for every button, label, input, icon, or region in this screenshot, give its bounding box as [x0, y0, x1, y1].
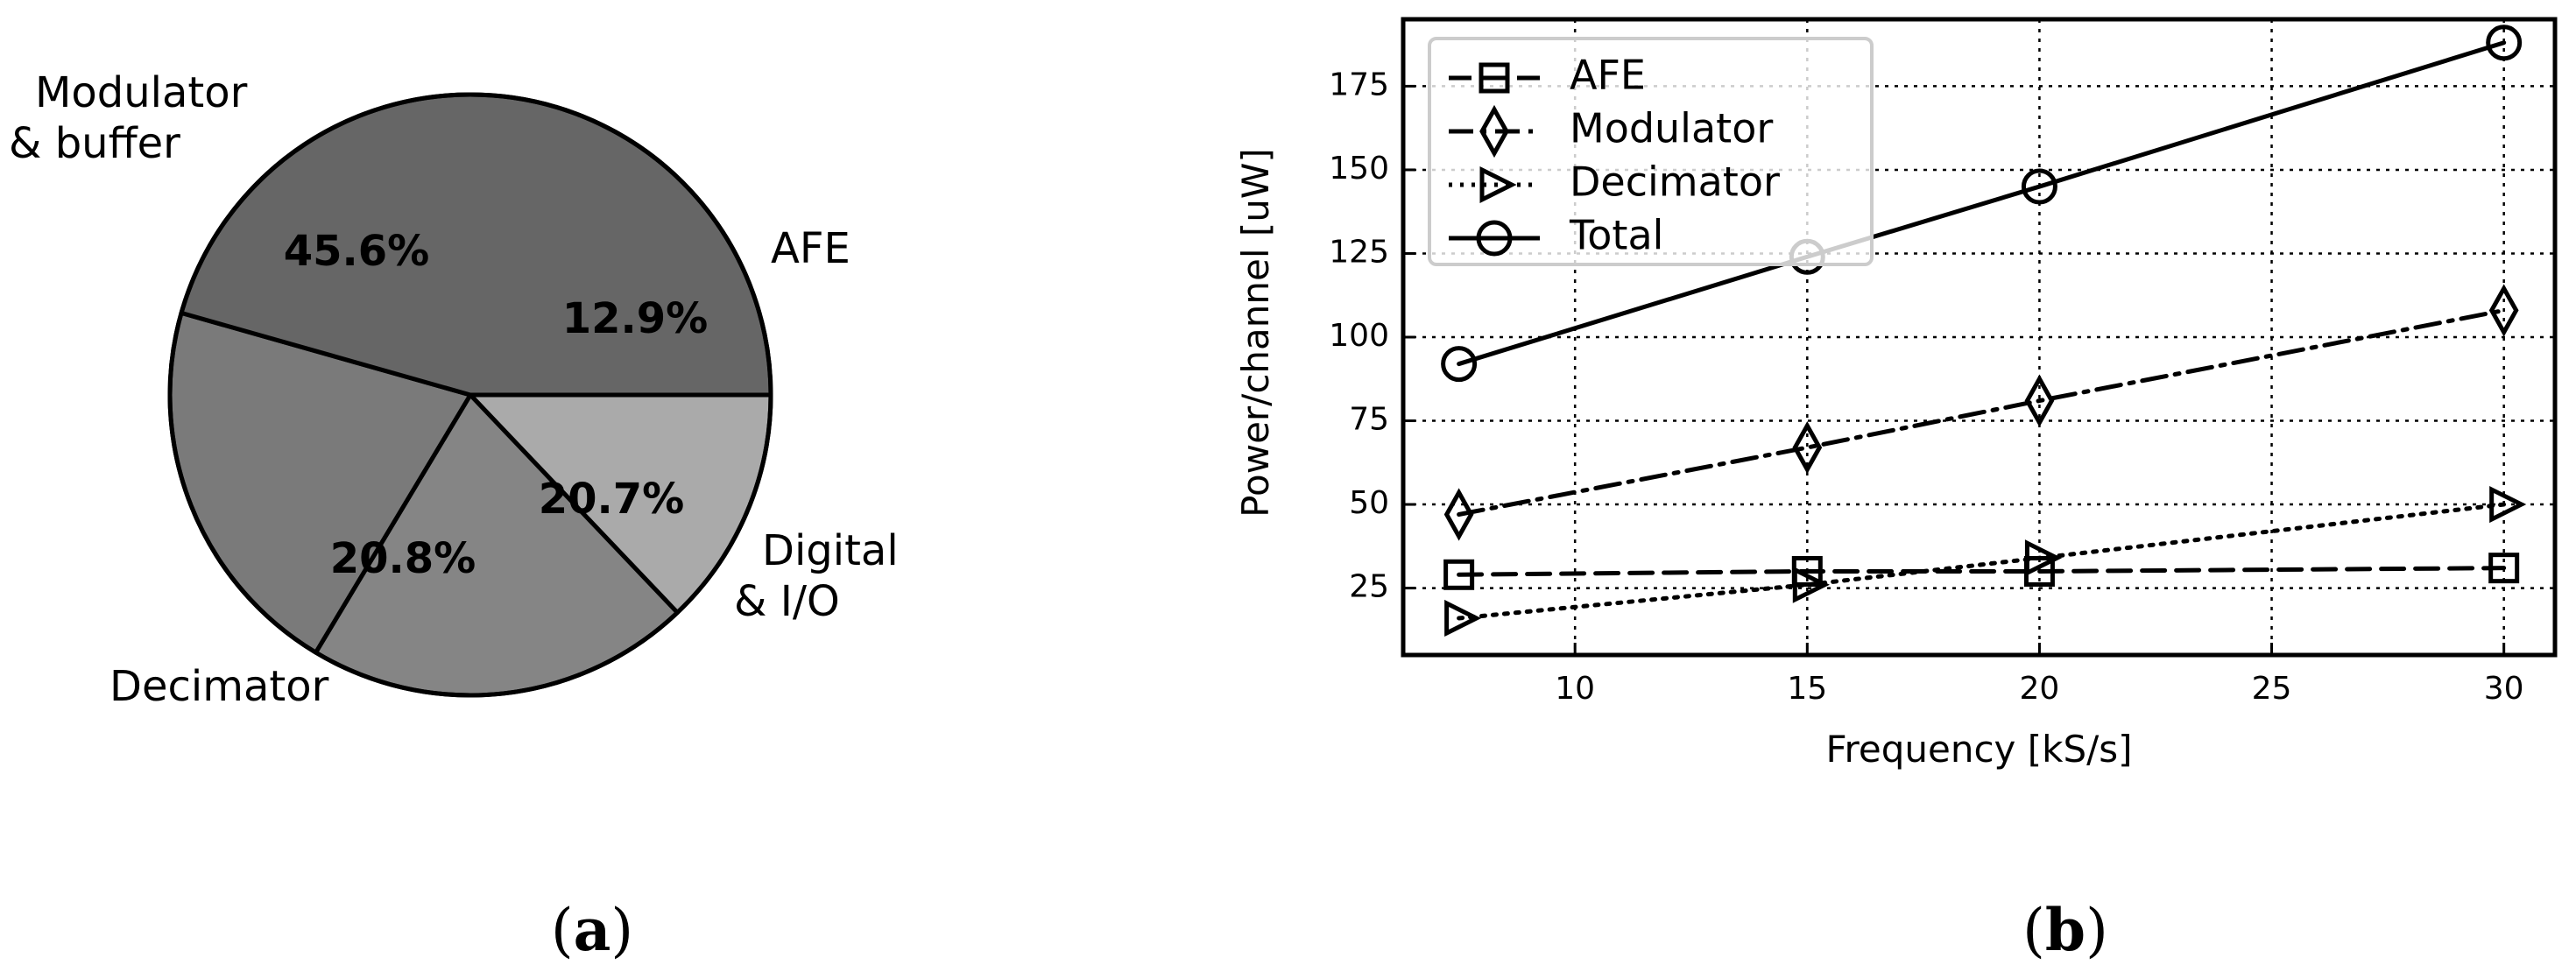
legend-marker-modulator	[1479, 104, 1509, 158]
pie-pct-label-decimator: 20.8%	[330, 534, 476, 583]
legend-box	[1428, 37, 1874, 266]
y-tick-label: 125	[1329, 234, 1389, 270]
series-line-afe	[1457, 566, 2507, 577]
pie-slices	[167, 92, 773, 698]
y-tick-label: 75	[1349, 402, 1389, 438]
data-point-total	[2021, 168, 2057, 205]
data-point-decimator	[2024, 539, 2063, 577]
data-point-modulator	[2024, 374, 2055, 427]
legend-item-afe: AFE	[1449, 52, 1646, 99]
x-axis-label: Frequency [kS/s]	[1825, 728, 2132, 771]
data-point-decimator	[1792, 566, 1830, 603]
axis-ticks: 10 15 20 25 30 25 50 75 100 125 150 175	[1329, 67, 2523, 707]
pie-slice-label-decimator: Decimator	[109, 662, 329, 711]
x-tick-label: 30	[2484, 671, 2524, 707]
legend-label-total: Total	[1569, 212, 1663, 259]
pie-slice-edges	[167, 92, 773, 698]
data-point-modulator	[1443, 488, 1474, 541]
x-tick-label: 10	[1555, 671, 1595, 707]
legend-item-total: Total	[1449, 212, 1663, 259]
data-point-modulator	[1792, 420, 1823, 475]
pie-outline	[167, 92, 773, 698]
pie-slice-label-afe: AFE	[771, 224, 850, 273]
legend-label-decimator: Decimator	[1570, 158, 1780, 206]
data-point-decimator	[2489, 486, 2527, 524]
pie-chart-panel: 12.9% AFE 20.7% Digital & I/O 20.8% Decimator 4…	[9, 68, 899, 711]
series-decimator	[1444, 486, 2527, 637]
y-tick-label: 25	[1349, 569, 1389, 605]
x-tick-label: 15	[1787, 671, 1827, 707]
data-point-afe	[1443, 559, 1475, 590]
line-chart-panel: 10 15 20 25 30 25 50 75 100 125 150 175 Frequency […	[1234, 17, 2558, 771]
pie-pct-label-afe: 12.9%	[562, 294, 709, 343]
data-point-afe	[2488, 553, 2520, 584]
y-tick-label: 50	[1349, 485, 1389, 521]
series-modulator	[1443, 284, 2519, 541]
legend-item-decimator: Decimator	[1449, 158, 1780, 206]
caption-b: (b)	[2022, 896, 2108, 964]
series-group	[1441, 25, 2527, 637]
data-point-total	[2486, 25, 2523, 61]
legend-marker-decimator	[1479, 166, 1517, 204]
y-tick-label: 150	[1329, 151, 1389, 187]
series-afe	[1443, 553, 2520, 590]
data-point-decimator	[1444, 599, 1482, 637]
legend-marker-total	[1476, 220, 1513, 257]
y-tick-label: 175	[1329, 67, 1389, 102]
legend-marker-afe	[1479, 62, 1510, 94]
x-tick-label: 20	[2020, 671, 2060, 707]
pie-labels: 12.9% AFE 20.7% Digital & I/O 20.8% Decimator 4…	[9, 68, 899, 711]
data-point-modulator	[2488, 284, 2519, 337]
y-axis-label: Power/channel [uW]	[1234, 148, 1277, 518]
pie-slice-label-modulator-buffer: Modulator & buffer	[9, 68, 248, 168]
caption-a: (a)	[551, 896, 633, 964]
series-line-modulator	[1457, 307, 2507, 518]
legend-label-modulator: Modulator	[1570, 105, 1773, 152]
legend: AFE Modulator Decimator Total	[1428, 37, 1874, 266]
y-tick-label: 100	[1329, 318, 1389, 354]
series-line-total	[1457, 40, 2507, 367]
pie-pct-label-modulator-buffer: 45.6%	[284, 227, 430, 276]
x-tick-label: 25	[2252, 671, 2292, 707]
data-point-total	[1441, 346, 1478, 383]
pie-pct-label-digital-i-o: 20.7%	[539, 475, 685, 524]
series-line-decimator	[1457, 502, 2507, 621]
pie-slice-label-digital-i-o: Digital & I/O	[734, 526, 899, 626]
legend-item-modulator: Modulator	[1449, 104, 1773, 158]
legend-label-afe: AFE	[1570, 52, 1646, 99]
